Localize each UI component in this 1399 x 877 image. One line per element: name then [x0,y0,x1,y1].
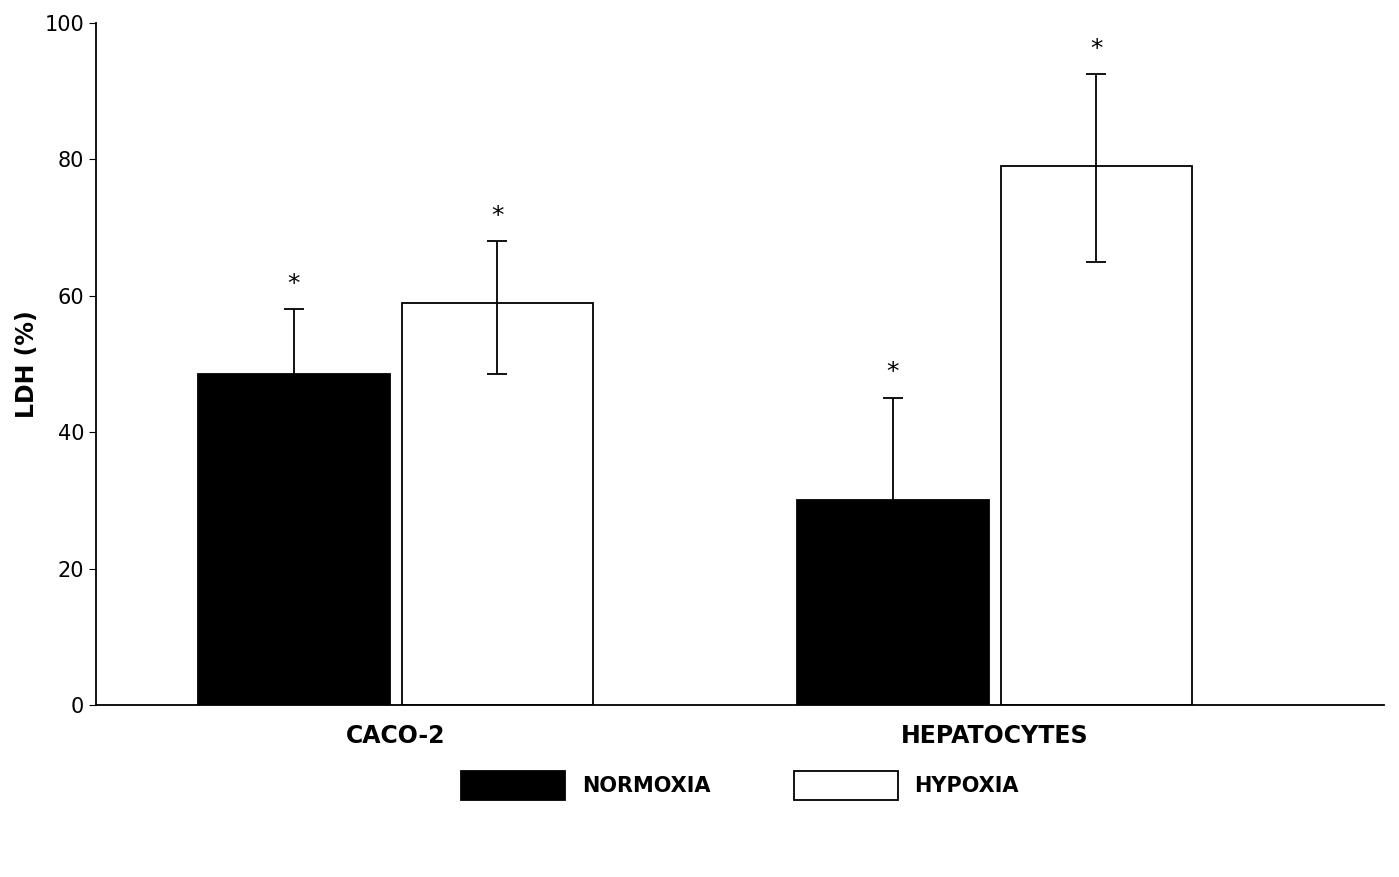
Y-axis label: LDH (%): LDH (%) [15,310,39,417]
Bar [197,374,390,705]
Bar [797,501,989,705]
Text: *: * [887,360,900,384]
Bar [1000,167,1192,705]
Text: *: * [491,203,504,228]
Bar [402,303,593,705]
Legend: NORMOXIA, HYPOXIA: NORMOXIA, HYPOXIA [450,760,1030,810]
Text: *: * [1090,37,1102,61]
Text: *: * [288,272,299,296]
